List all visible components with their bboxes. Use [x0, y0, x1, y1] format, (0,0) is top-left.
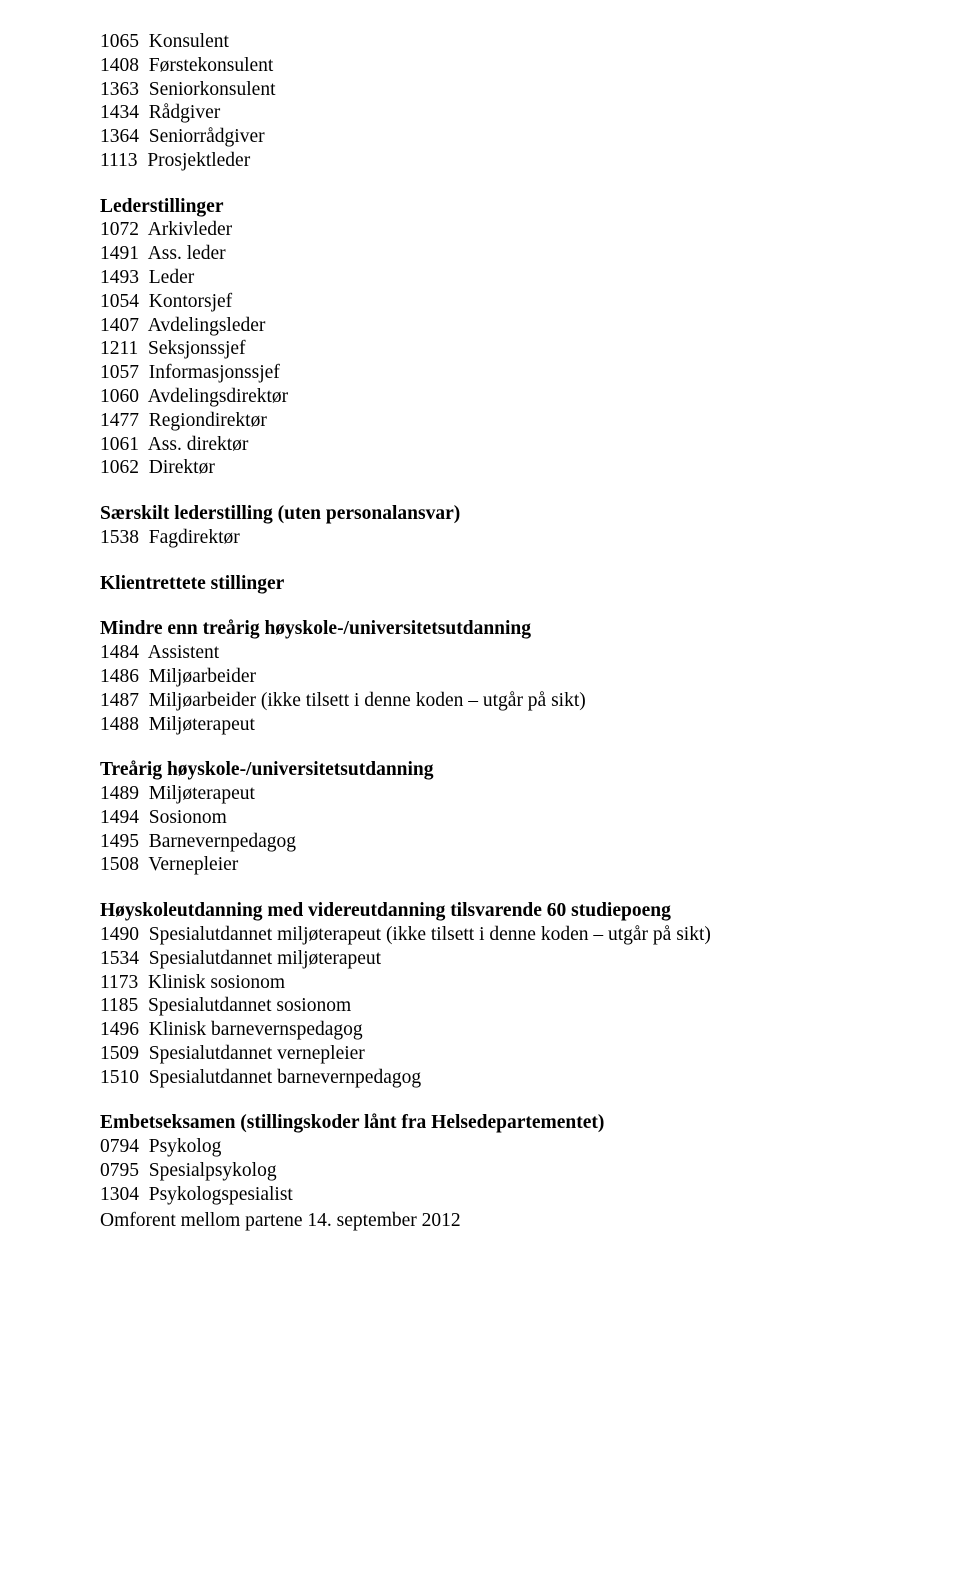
list-item: 0794 Psykolog — [100, 1135, 960, 1159]
section-hoyskoleutdanning: Høyskoleutdanning med videreutdanning ti… — [100, 899, 960, 1089]
list-item: 1062 Direktør — [100, 456, 960, 480]
list-item: 1304 Psykologspesialist — [100, 1183, 960, 1207]
list-item: 1407 Avdelingsleder — [100, 314, 960, 338]
list-item: 1363 Seniorkonsulent — [100, 78, 960, 102]
list-item: 1072 Arkivleder — [100, 218, 960, 242]
list-item: 1487 Miljøarbeider (ikke tilsett i denne… — [100, 689, 960, 713]
section-trearig: Treårig høyskole-/universitetsutdanning … — [100, 758, 960, 877]
list-item: 1488 Miljøterapeut — [100, 713, 960, 737]
list-item: 1496 Klinisk barnevernspedagog — [100, 1018, 960, 1042]
list-item: 1494 Sosionom — [100, 806, 960, 830]
page-number: 12 — [100, 1234, 960, 1258]
list-item: 1489 Miljøterapeut — [100, 782, 960, 806]
section-heading: Treårig høyskole-/universitetsutdanning — [100, 758, 960, 782]
section-heading: Klientrettete stillinger — [100, 572, 960, 596]
list-item: 1491 Ass. leder — [100, 242, 960, 266]
section-heading: Særskilt lederstilling (uten personalans… — [100, 502, 960, 526]
list-item: 1510 Spesialutdannet barnevernpedagog — [100, 1066, 960, 1090]
list-item: 1054 Kontorsjef — [100, 290, 960, 314]
list-item: 1061 Ass. direktør — [100, 433, 960, 457]
list-item: 1408 Førstekonsulent — [100, 54, 960, 78]
section-heading: Mindre enn treårig høyskole-/universitet… — [100, 617, 960, 641]
list-item: 1538 Fagdirektør — [100, 526, 960, 550]
list-item: 1486 Miljøarbeider — [100, 665, 960, 689]
list-item: 1495 Barnevernpedagog — [100, 830, 960, 854]
section-heading: Høyskoleutdanning med videreutdanning ti… — [100, 899, 960, 923]
list-item: 1493 Leder — [100, 266, 960, 290]
section-saerskilt: Særskilt lederstilling (uten personalans… — [100, 502, 960, 550]
section-mindre-enn-trearig: Mindre enn treårig høyskole-/universitet… — [100, 617, 960, 736]
list-item: 1508 Vernepleier — [100, 853, 960, 877]
list-item: 1057 Informasjonssjef — [100, 361, 960, 385]
list-item: 1477 Regiondirektør — [100, 409, 960, 433]
list-item: 1060 Avdelingsdirektør — [100, 385, 960, 409]
list-item: 1484 Assistent — [100, 641, 960, 665]
section-klientrettete: Klientrettete stillinger — [100, 572, 960, 596]
list-item: 1065 Konsulent — [100, 30, 960, 54]
footer-text: Omforent mellom partene 14. september 20… — [100, 1209, 960, 1233]
list-item: 1534 Spesialutdannet miljøterapeut — [100, 947, 960, 971]
section-heading: Embetseksamen (stillingskoder lånt fra H… — [100, 1111, 960, 1135]
list-item: 1509 Spesialutdannet vernepleier — [100, 1042, 960, 1066]
list-item: 1173 Klinisk sosionom — [100, 971, 960, 995]
list-item: 0795 Spesialpsykolog — [100, 1159, 960, 1183]
section-embetseksamen: Embetseksamen (stillingskoder lånt fra H… — [100, 1111, 960, 1206]
list-item: 1113 Prosjektleder — [100, 149, 960, 173]
list-item: 1490 Spesialutdannet miljøterapeut (ikke… — [100, 923, 960, 947]
list-item: 1211 Seksjonssjef — [100, 337, 960, 361]
section-heading: Lederstillinger — [100, 195, 960, 219]
list-item: 1364 Seniorrådgiver — [100, 125, 960, 149]
section-lederstillinger: Lederstillinger 1072 Arkivleder 1491 Ass… — [100, 195, 960, 480]
list-item: 1185 Spesialutdannet sosionom — [100, 994, 960, 1018]
list-item: 1434 Rådgiver — [100, 101, 960, 125]
section-1: 1065 Konsulent 1408 Førstekonsulent 1363… — [100, 30, 960, 173]
